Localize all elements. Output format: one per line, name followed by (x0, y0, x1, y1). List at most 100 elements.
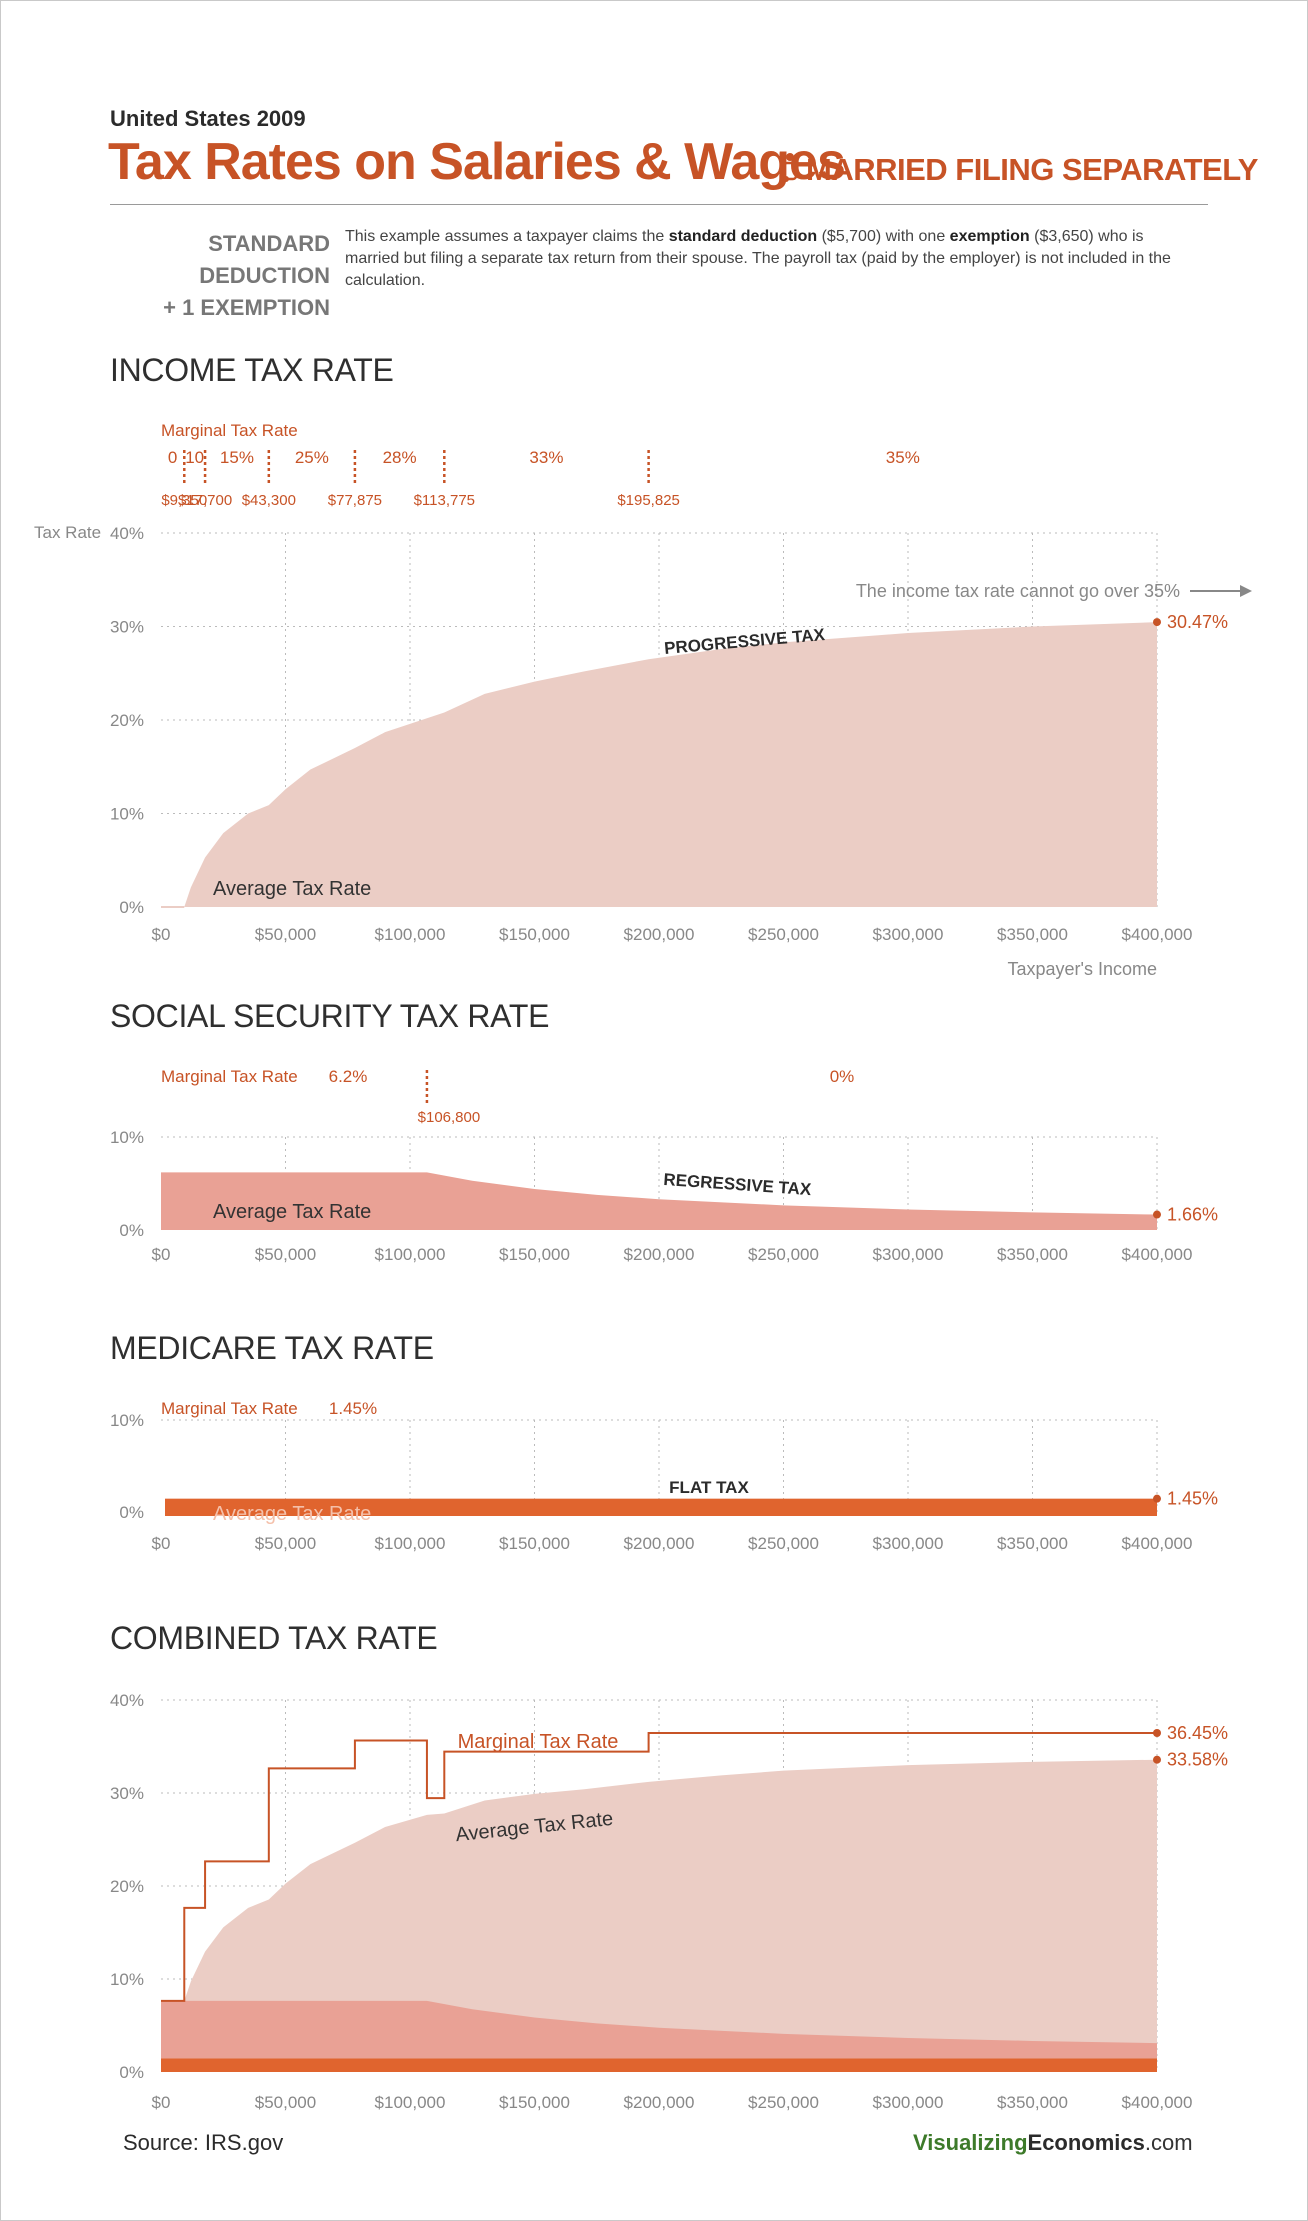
deduction-line-2: + 1 EXEMPTION (163, 295, 330, 320)
page-title: Tax Rates on Salaries & Wages (108, 133, 846, 191)
combined-marginal-label: Marginal Tax Rate (458, 1731, 619, 1753)
ss-average-area (161, 1172, 1157, 1230)
combined-x-tick-label: $350,000 (997, 2093, 1068, 2112)
income-x-tick-label: $250,000 (748, 925, 819, 944)
income-threshold-label: $77,875 (328, 492, 382, 509)
desc-text-1: This example assumes a taxpayer claims t… (345, 228, 669, 245)
source-note: Source: IRS.gov (123, 2130, 284, 2155)
ss-x-tick-label: $300,000 (873, 1245, 944, 1264)
income-bracket-rate: 28% (383, 448, 417, 467)
medicare-x-tick-label: $250,000 (748, 1534, 819, 1553)
income-xlabel: Taxpayer's Income (1007, 959, 1157, 979)
medicare-x-tick-label: $300,000 (873, 1534, 944, 1553)
ss-y-tick-label: 0% (119, 1221, 144, 1240)
income-threshold-label: $113,775 (414, 492, 475, 509)
medicare-flat-bar (165, 1498, 1157, 1516)
combined-y-tick-label: 10% (110, 1970, 144, 1989)
income-x-tick-label: $50,000 (255, 925, 316, 944)
ss-x-tick-label: $250,000 (748, 1245, 819, 1264)
combined-x-tick-label: $150,000 (499, 2093, 570, 2112)
income-y-tick-label: 20% (110, 711, 144, 730)
combined-section-title: COMBINED TAX RATE (110, 1620, 438, 1656)
medicare-avg-rate-label: Average Tax Rate (213, 1503, 371, 1525)
combined-x-tick-label: $400,000 (1122, 2093, 1193, 2112)
description: This example assumes a taxpayer claims t… (345, 226, 1175, 292)
deduction-line-1: STANDARD DEDUCTION (199, 231, 330, 288)
income-threshold-label: $17,700 (178, 492, 232, 509)
ss-bracket-rate: 0% (830, 1067, 855, 1086)
medicare-x-tick-label: $200,000 (624, 1534, 695, 1553)
brand-com: .com (1144, 2130, 1193, 2155)
filing-status: MARRIED FILING SEPARATELY (806, 152, 1258, 187)
social-security-section-title: SOCIAL SECURITY TAX RATE (110, 998, 550, 1034)
medicare-y-tick-label: 0% (119, 1503, 144, 1522)
income-end-label: 30.47% (1167, 612, 1228, 632)
medicare-section-title: MEDICARE TAX RATE (110, 1330, 434, 1366)
medicare-end-label: 1.45% (1167, 1489, 1218, 1509)
desc-text-2: ($5,700) with one (817, 228, 950, 245)
combined-end-label-avg: 33.58% (1167, 1750, 1228, 1770)
medicare-x-tick-label: $350,000 (997, 1534, 1068, 1553)
income-marginal-label: Marginal Tax Rate (161, 421, 298, 440)
combined-end-label: 36.45% (1167, 1723, 1228, 1743)
desc-bold-1: standard deduction (668, 228, 818, 245)
medicare-x-tick-label: $0 (152, 1534, 171, 1553)
combined-average-area (161, 1759, 1157, 2072)
income-x-tick-label: $400,000 (1122, 925, 1193, 944)
medicare-grid: $0 $50,000 $100,000 $150,000 $200,000 $250,00… (110, 1411, 1192, 1553)
year-label: United States 2009 (110, 106, 306, 131)
ss-x-tick-label: $400,000 (1122, 1245, 1193, 1264)
combined-end-point (1153, 1729, 1161, 1738)
ss-marginal-label: Marginal Tax Rate (161, 1067, 298, 1086)
income-x-tick-label: $350,000 (997, 925, 1068, 944)
ss-avg-rate-label: Average Tax Rate (213, 1201, 371, 1223)
combined-end-point-avg (1153, 1755, 1161, 1764)
combined-x-tick-label: $200,000 (624, 2093, 695, 2112)
combined-y-tick-label: 20% (110, 1877, 144, 1896)
married-couple-icon (782, 153, 798, 182)
combined-x-tick-label: $50,000 (255, 2093, 316, 2112)
income-bracket-rate: 25% (295, 448, 329, 467)
combined-x-tick-label: $100,000 (375, 2093, 446, 2112)
income-ylabel: Tax Rate (34, 523, 101, 542)
combined-y-tick-label: 30% (110, 1784, 144, 1803)
income-threshold-label: $9,350 (161, 492, 207, 509)
ss-x-tick-label: $350,000 (997, 1245, 1068, 1264)
ss-y-tick-label: 10% (110, 1128, 144, 1147)
income-threshold-label: $43,300 (242, 492, 296, 509)
income-x-tick-label: $0 (152, 925, 171, 944)
ss-x-tick-label: $0 (152, 1245, 171, 1264)
income-section-title: INCOME TAX RATE (110, 352, 394, 388)
income-bracket-rate: 33% (529, 448, 563, 467)
combined-ss-area (161, 2000, 1157, 2072)
regressive-tax-label: REGRESSIVE TAX (663, 1170, 813, 1199)
income-bracket-rate: 0 (168, 448, 177, 467)
income-x-tick-label: $300,000 (873, 925, 944, 944)
income-bracket-rate: 35% (886, 448, 920, 467)
combined-x-tick-label: $250,000 (748, 2093, 819, 2112)
income-average-area (161, 622, 1157, 907)
ss-x-tick-label: $50,000 (255, 1245, 316, 1264)
ss-bracket-rate: 6.2% (329, 1067, 368, 1086)
desc-text-3: ($3,650) who is married but filing a sep… (345, 228, 1171, 289)
income-x-tick-label: $150,000 (499, 925, 570, 944)
cap-arrow-head (1240, 585, 1252, 597)
brand-economics: Economics (1027, 2130, 1145, 2155)
income-end-point (1153, 618, 1161, 627)
ss-end-label: 1.66% (1167, 1205, 1218, 1225)
medicare-marginal-label: Marginal Tax Rate (161, 1399, 298, 1418)
medicare-x-tick-label: $150,000 (499, 1534, 570, 1553)
ss-threshold-label: $106,800 (418, 1109, 481, 1126)
ss-x-tick-label: $100,000 (375, 1245, 446, 1264)
ss-x-tick-label: $150,000 (499, 1245, 570, 1264)
deduction-label: STANDARD DEDUCTION + 1 EXEMPTION (110, 228, 330, 324)
medicare-end-point (1153, 1494, 1161, 1503)
brand-logo: VisualizingEconomics.com (913, 2130, 1193, 2156)
income-x-tick-label: $200,000 (624, 925, 695, 944)
combined-y-tick-label: 40% (110, 1691, 144, 1710)
combined-x-tick-label: $0 (152, 2093, 171, 2112)
medicare-x-tick-label: $50,000 (255, 1534, 316, 1553)
ss-grid: $0 $50,000 $100,000 $150,000 $200,000 $250,00… (110, 1128, 1192, 1264)
flat-tax-label: FLAT TAX (669, 1478, 749, 1497)
